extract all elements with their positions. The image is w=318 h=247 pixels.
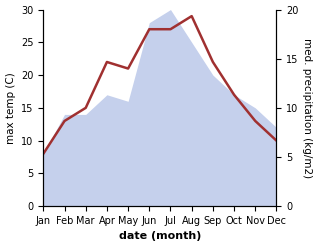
X-axis label: date (month): date (month) [119,231,201,242]
Y-axis label: med. precipitation (kg/m2): med. precipitation (kg/m2) [302,38,313,178]
Y-axis label: max temp (C): max temp (C) [5,72,16,144]
